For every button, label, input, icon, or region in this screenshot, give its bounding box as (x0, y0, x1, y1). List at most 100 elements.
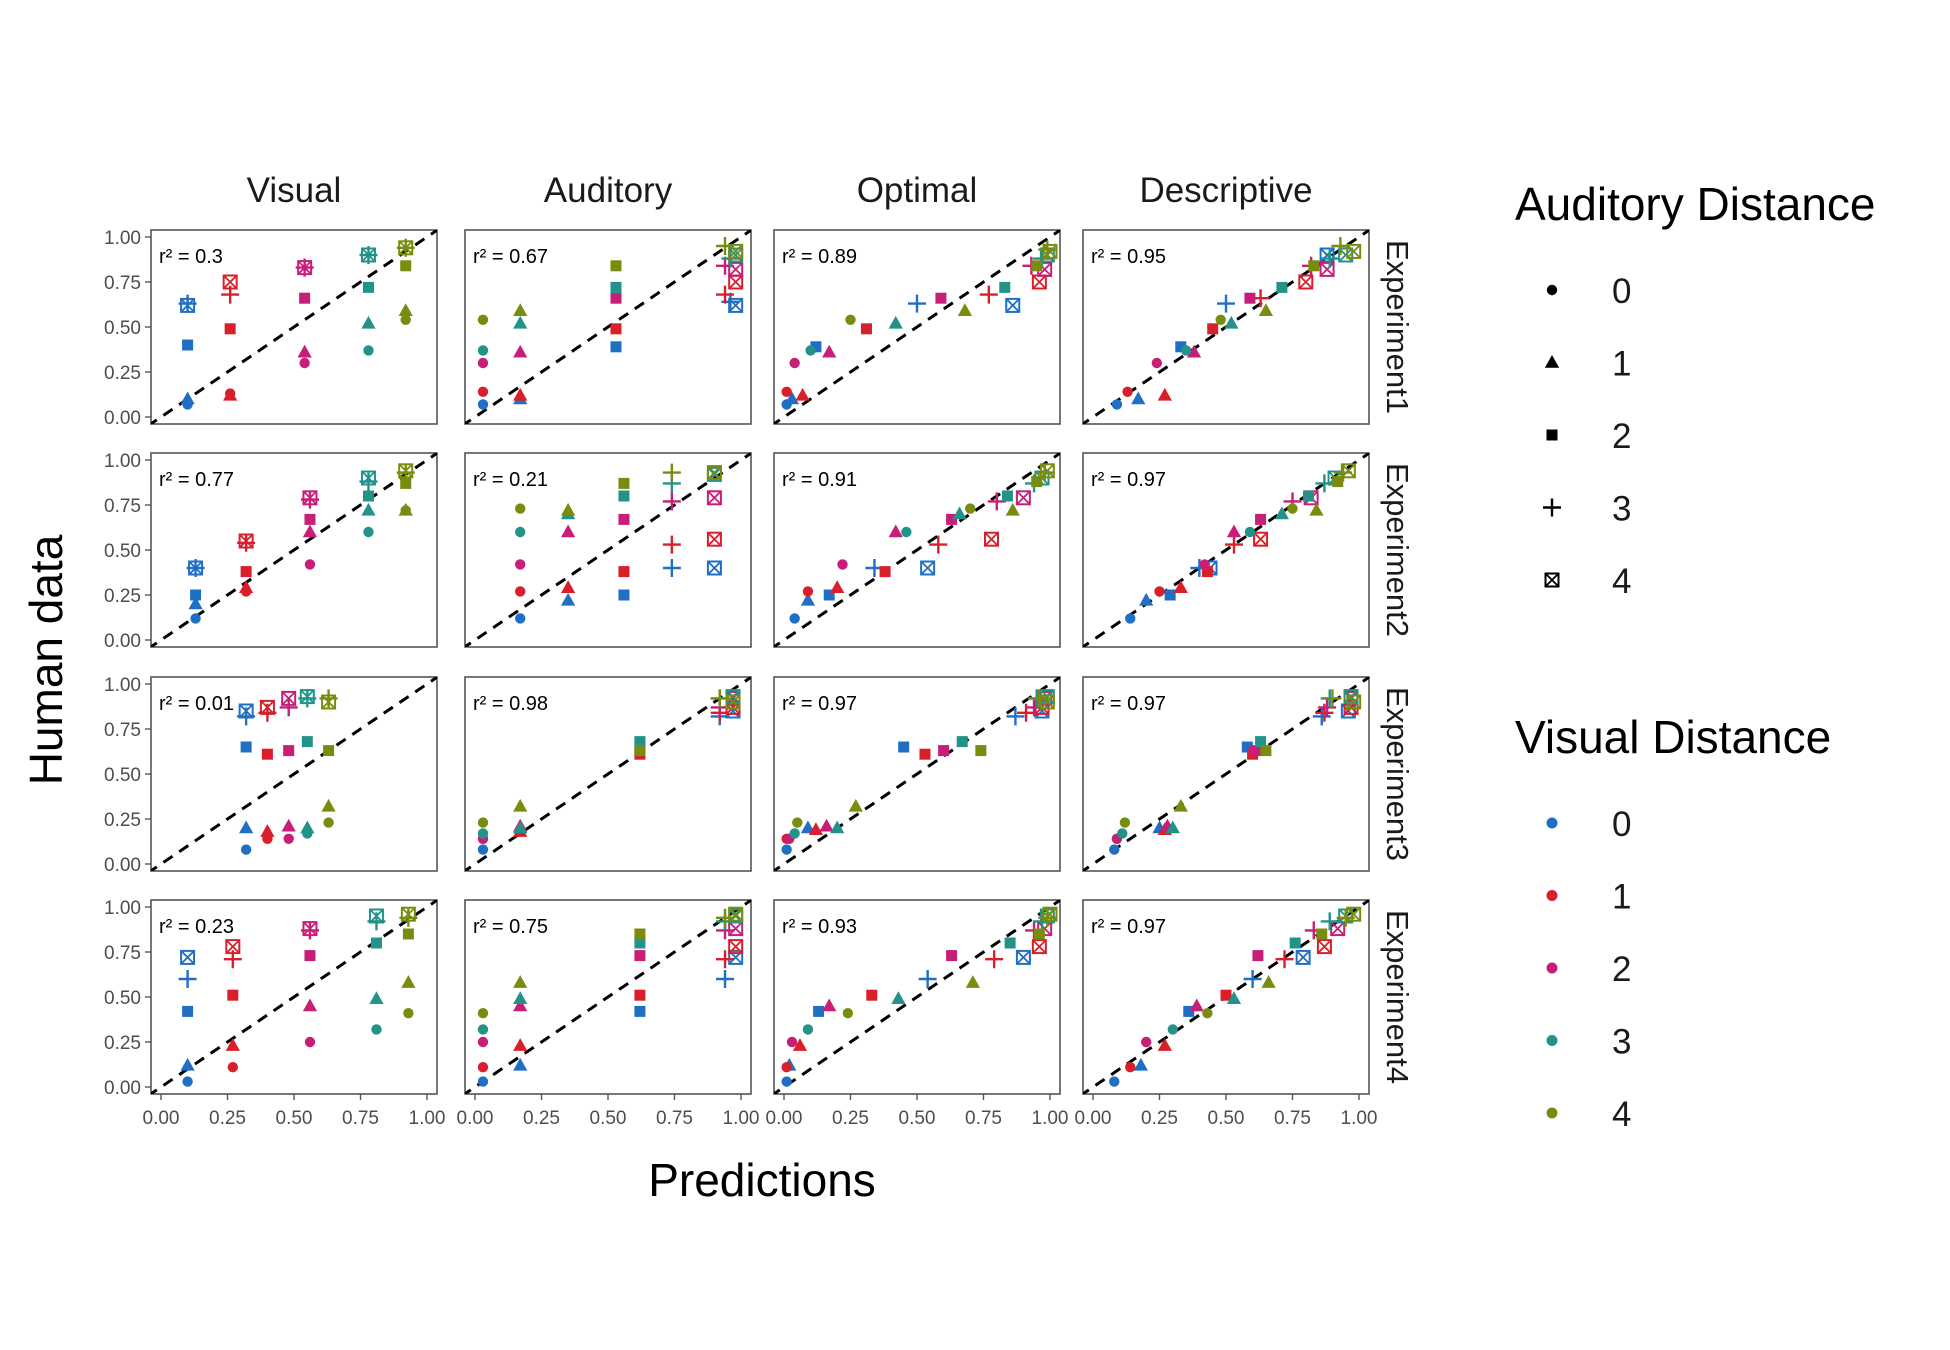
data-point-v1-a4 (238, 533, 254, 549)
data-point-v4-a2 (400, 260, 412, 272)
data-point-v4-a1 (1309, 502, 1324, 516)
data-point-v0-a0 (190, 613, 201, 624)
data-point-v4-a4 (725, 694, 741, 710)
data-point-v0-a4 (180, 949, 196, 965)
data-point-v2-a2 (283, 745, 295, 757)
x-tick-label: 0.00 (457, 1108, 494, 1129)
data-point-v4-a1 (560, 502, 576, 516)
data-point-v2-a2 (935, 292, 947, 304)
x-tick-label: 0.25 (832, 1108, 869, 1129)
identity-reference-line (465, 900, 751, 1094)
panel-r4-c3: r² = 0.93 0.00 0.25 0.50 0.75 1.00 (766, 899, 1069, 1129)
data-point-v4-a0 (845, 314, 856, 325)
data-point-v0-a4 (728, 297, 744, 313)
identity-reference-line (151, 230, 437, 424)
data-point-v1-a4 (1316, 939, 1332, 955)
facet-column-label-4: Descriptive (1139, 171, 1312, 210)
data-point-v2-a1 (513, 344, 528, 358)
data-point-v0-a4 (1295, 949, 1311, 965)
data-point-v4-a0 (1119, 817, 1131, 828)
data-point-v3-a1 (369, 991, 384, 1005)
data-point-v0-a2 (240, 741, 252, 753)
data-point-v0-a1 (784, 391, 800, 405)
x-tick-label: 0.50 (1208, 1108, 1245, 1129)
data-point-v2-a0 (304, 559, 316, 570)
legend-label: 2 (1612, 417, 1631, 456)
y-tick-label: 0.25 (104, 363, 141, 384)
legend-key-plus (1543, 498, 1561, 517)
data-point-v3-a2 (1255, 736, 1267, 748)
y-tick-label: 0.00 (104, 408, 141, 429)
data-point-v4-a0 (515, 503, 526, 514)
data-point-v0-a3 (1217, 294, 1235, 313)
legend-label: 0 (1612, 805, 1631, 844)
data-point-v4-a0 (403, 1008, 414, 1019)
data-point-v3-a0 (901, 526, 912, 538)
data-point-v2-a4 (297, 260, 313, 276)
x-tick-label: 0.75 (1274, 1108, 1311, 1129)
data-point-v2-a0 (1141, 1036, 1152, 1048)
data-point-v3-a1 (1165, 820, 1180, 834)
x-tick-label: 0.25 (1141, 1108, 1178, 1129)
data-point-v0-a2 (190, 589, 202, 601)
data-point-v0-a0 (1109, 1076, 1120, 1087)
data-point-v0-a1 (560, 592, 576, 606)
data-point-v0-a4 (238, 703, 254, 719)
data-point-v3-a1 (513, 315, 528, 329)
data-point-v3-a0 (477, 828, 489, 839)
data-point-v4-a4 (1039, 694, 1055, 710)
panel-r4-c1: r² = 0.23 0.00 0.25 0.50 0.75 1.00 0.00 0.25 0.5… (104, 898, 445, 1129)
data-point-v3-a1 (1274, 506, 1289, 520)
facet-row-label-4: Experiment4 (1380, 910, 1415, 1084)
data-point-v3-a2 (618, 490, 630, 502)
x-tick-label: 1.00 (1032, 1108, 1069, 1129)
data-point-v2-a4 (302, 921, 318, 937)
data-point-v2-a0 (283, 833, 294, 844)
legend-key-square (1546, 429, 1558, 441)
data-point-v1-a1 (223, 387, 238, 401)
data-point-v0-a3 (1243, 970, 1262, 988)
identity-reference-line (774, 453, 1060, 647)
data-point-v1-a1 (830, 580, 845, 594)
data-point-v4-a4 (1039, 463, 1055, 479)
data-point-v4-a0 (842, 1008, 854, 1019)
legend-key-triangle (1544, 355, 1560, 368)
facet-panels: r² = 0.3 0.00 0.25 0.50 0.75 1.00 r² = 0.67 r² … (104, 171, 1415, 1129)
data-point-v3-a2 (1289, 937, 1301, 949)
data-point-v3-a4 (368, 908, 384, 924)
data-point-v0-a0 (1125, 613, 1136, 624)
data-point-v1-a2 (224, 323, 236, 335)
data-point-v3-a0 (1117, 828, 1128, 839)
data-point-v1-a3 (662, 535, 681, 554)
facet-column-label-1: Visual (247, 171, 342, 210)
x-axis-title: Predictions (648, 1154, 876, 1206)
data-point-v3-a2 (1302, 490, 1314, 502)
data-point-v2-a1 (888, 524, 903, 538)
data-point-v2-a0 (299, 357, 310, 369)
identity-reference-line (151, 900, 437, 1094)
data-point-v4-a0 (792, 817, 803, 828)
data-point-v3-a0 (371, 1024, 382, 1035)
data-point-v0-a0 (477, 1076, 489, 1087)
data-point-v1-a2 (879, 566, 891, 578)
data-point-v1-a2 (919, 748, 931, 760)
data-point-v1-a4 (225, 939, 241, 955)
data-point-v1-a0 (1122, 386, 1133, 397)
panel-r3-c2: r² = 0.98 (464, 676, 752, 872)
data-point-v3-a0 (477, 345, 489, 356)
y-tick-label: 0.50 (104, 318, 141, 339)
identity-reference-line (465, 677, 751, 871)
x-tick-label: 0.00 (1075, 1108, 1112, 1129)
data-point-v2-a4 (281, 690, 297, 706)
data-point-v1-a1 (792, 1038, 808, 1051)
data-point-v4-a2 (402, 928, 414, 940)
data-point-v0-a3 (1006, 707, 1025, 726)
data-point-v4-a4 (728, 906, 744, 922)
r-squared-label: r² = 0.21 (473, 469, 548, 491)
data-point-v0-a0 (789, 613, 800, 624)
data-point-v4-a1 (513, 303, 528, 317)
r-squared-label: r² = 0.75 (473, 916, 548, 938)
legend-title-visual: Visual Distance (1515, 711, 1831, 763)
data-point-v4-a1 (1261, 975, 1276, 988)
